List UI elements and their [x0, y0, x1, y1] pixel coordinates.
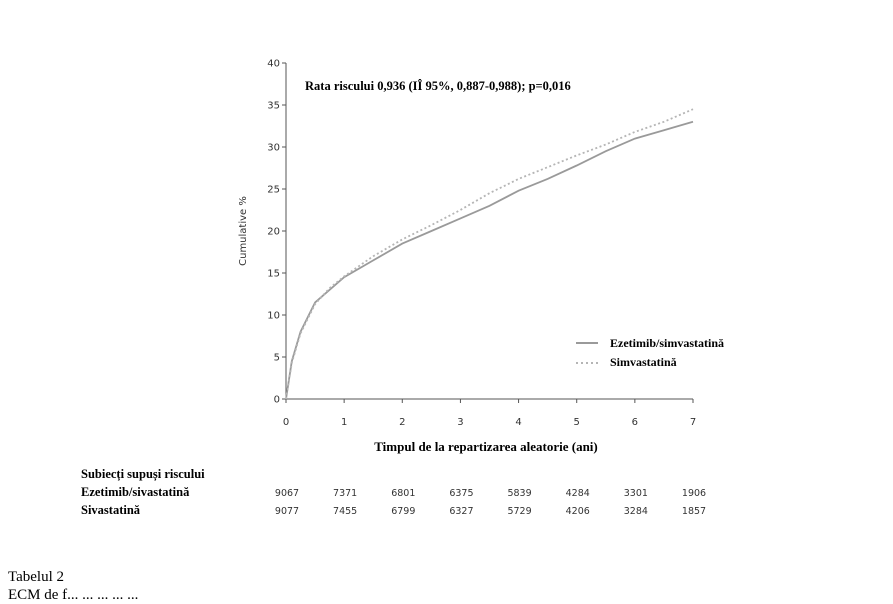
risk-table-cell: 3301 [624, 488, 648, 499]
y-tick-label: 25 [267, 185, 280, 196]
x-tick-label: 4 [515, 417, 521, 428]
risk-table-cell: 7371 [333, 488, 357, 499]
series-line-simvastatin [285, 108, 694, 400]
risk-table-cell: 6799 [391, 506, 415, 517]
caption-line: ECM de f... ... ... ... ... [8, 587, 139, 603]
risk-table-cell: 6327 [449, 506, 473, 517]
km-chart: 0 5 10 15 20 25 30 35 40 0 1 2 3 4 5 6 7 Rata riscului 0… [81, 59, 724, 518]
x-tick-label: 7 [690, 417, 696, 428]
risk-table-cell: 3284 [624, 506, 648, 517]
legend-label-simvastatin: Simvastatină [610, 355, 677, 369]
chart-ticks: 0 5 10 15 20 25 30 35 40 0 1 2 3 4 5 6 7 [267, 59, 696, 429]
y-tick-label: 5 [274, 353, 280, 364]
y-tick-label: 35 [267, 101, 280, 112]
y-tick-label: 20 [267, 227, 280, 238]
x-tick-label: 3 [457, 417, 463, 428]
risk-table-cell: 4284 [566, 488, 590, 499]
risk-row-label-simvastatin: Sivastatină [81, 503, 141, 517]
risk-table-cell: 1857 [682, 506, 706, 517]
legend-label-ezetimib: Ezetimib/simvastatină [610, 336, 724, 350]
y-tick-label: 10 [267, 311, 280, 322]
risk-table-cell: 5839 [507, 488, 531, 499]
y-tick-label: 30 [267, 143, 280, 154]
risk-table-cell: 4206 [566, 506, 590, 517]
x-tick-label: 2 [399, 417, 405, 428]
risk-table-cell: 6801 [391, 488, 415, 499]
x-tick-label: 5 [574, 417, 580, 428]
x-tick-label: 0 [283, 417, 289, 428]
table-title: Tabelul 2 [8, 569, 65, 585]
y-tick-label: 0 [274, 395, 280, 406]
risk-table-cell: 9067 [275, 488, 299, 499]
risk-table-cell: 1906 [682, 488, 706, 499]
x-tick-label: 6 [632, 417, 638, 428]
y-tick-label: 15 [267, 269, 280, 280]
risk-table: Subiecți supuși riscului Ezetimib/sivast… [81, 467, 706, 517]
x-axis-label: Timpul de la repartizarea aleatorie (ani… [374, 439, 598, 454]
y-tick-label: 40 [267, 59, 280, 70]
chart-legend: Ezetimib/simvastatină Simvastatină [576, 336, 724, 369]
y-axis-label: Cumulative % [238, 196, 249, 266]
chart-series [285, 108, 694, 400]
risk-table-title: Subiecți supuși riscului [81, 467, 205, 482]
risk-table-cell: 5729 [507, 506, 531, 517]
hazard-ratio-annotation: Rata riscului 0,936 (IÎ 95%, 0,887-0,988… [305, 79, 571, 93]
risk-table-cell: 7455 [333, 506, 357, 517]
x-tick-label: 1 [341, 417, 347, 428]
risk-table-cell: 6375 [449, 488, 473, 499]
risk-table-cell: 9077 [275, 506, 299, 517]
risk-row-label-ezetimib: Ezetimib/sivastatină [81, 485, 190, 499]
